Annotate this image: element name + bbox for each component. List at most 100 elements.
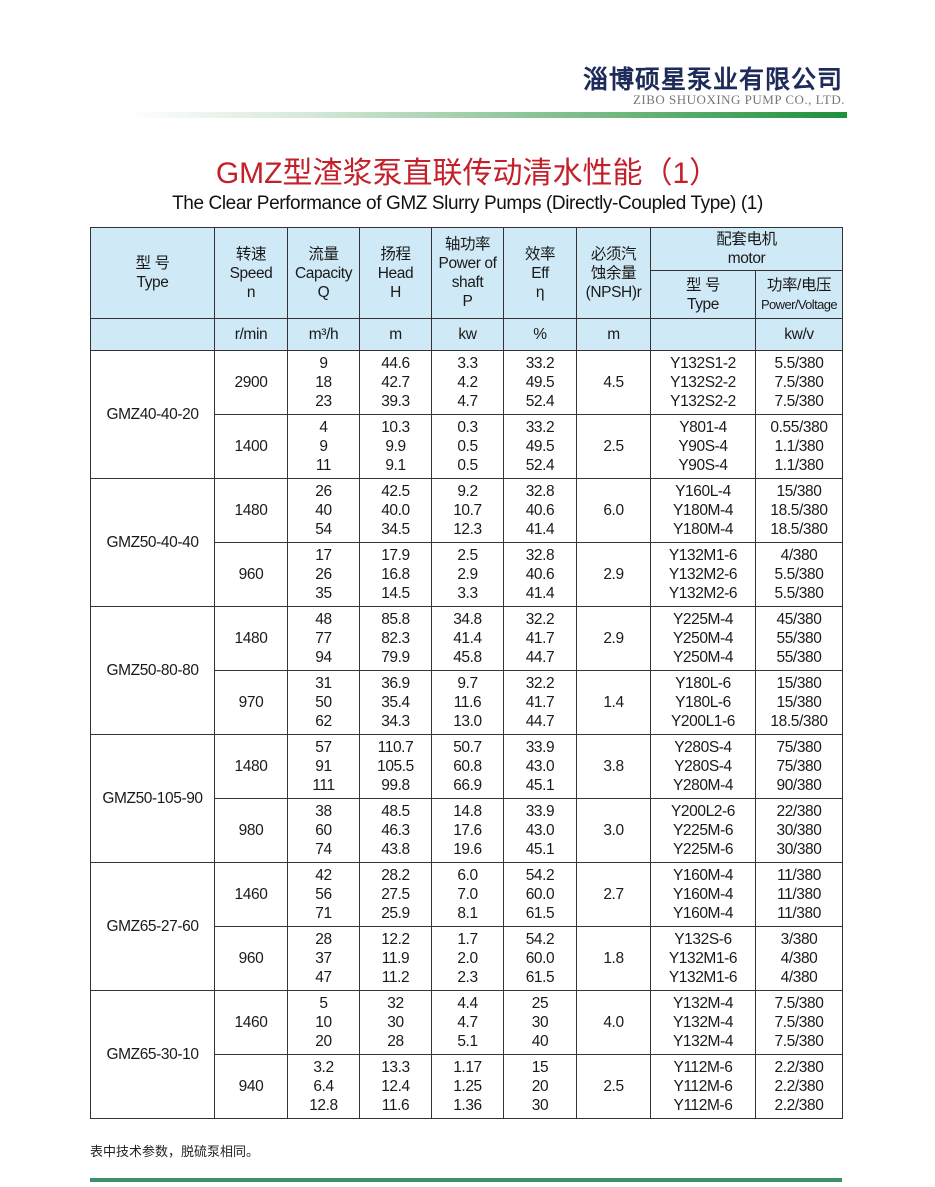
head-cell-value: 48.5 bbox=[381, 803, 410, 820]
capacity-cell: 3.2 6.4 12.8 bbox=[287, 1054, 360, 1119]
head-cell-value: 42.5 bbox=[381, 483, 410, 500]
motor-pv-cell-value: 4/380 bbox=[780, 969, 818, 986]
header-speed: 转速 Speed n bbox=[214, 227, 288, 319]
capacity-cell-value: 12.8 bbox=[309, 1097, 338, 1114]
eff-cell-value: 43.0 bbox=[525, 758, 555, 775]
power-cell-value: 3.3 bbox=[457, 355, 478, 372]
head-cell: 12.2 11.9 11.2 bbox=[359, 926, 432, 991]
power-cell-value: 10.7 bbox=[453, 502, 482, 519]
capacity-cell: 9 18 23 bbox=[287, 350, 360, 415]
page-subtitle: The Clear Performance of GMZ Slurry Pump… bbox=[172, 193, 763, 214]
eff-cell-value: 60.0 bbox=[525, 950, 555, 967]
head-cell-value: 105.5 bbox=[377, 758, 414, 775]
head-cell-value: 79.9 bbox=[381, 649, 410, 666]
power-cell-value: 34.8 bbox=[453, 611, 482, 628]
head-cell-value: 25.9 bbox=[381, 905, 410, 922]
capacity-cell-value: 4 bbox=[319, 419, 328, 436]
eff-cell-value: 33.9 bbox=[525, 803, 555, 820]
power-cell-value: 3.3 bbox=[457, 585, 478, 602]
head-cell-value: 9.1 bbox=[385, 457, 406, 474]
eff-cell-value: 45.1 bbox=[525, 841, 555, 858]
motor-type-cell-value: Y180M-4 bbox=[672, 502, 734, 519]
head-cell-value: 44.6 bbox=[381, 355, 410, 372]
motor-pv-cell-value: 90/380 bbox=[776, 777, 822, 794]
power-cell-value: 66.9 bbox=[453, 777, 482, 794]
table-row: GMZ50-105-90 1480 57 91 111 110.7 105.5 99.8 50.… bbox=[90, 734, 843, 863]
motor-type-cell: Y132S1-2 Y132S2-2 Y132S2-2 bbox=[650, 350, 756, 415]
capacity-cell: 17 26 35 bbox=[287, 542, 360, 607]
power-cell-value: 2.0 bbox=[457, 950, 478, 967]
motor-type-cell-value: Y132M1-6 bbox=[668, 969, 738, 986]
motor-pv-cell-value: 3/380 bbox=[780, 931, 818, 948]
capacity-cell: 5 10 20 bbox=[287, 990, 360, 1055]
capacity-cell-value: 18 bbox=[315, 374, 332, 391]
power-cell-value: 14.8 bbox=[453, 803, 482, 820]
motor-type-cell-value: Y200L2-6 bbox=[670, 803, 736, 820]
motor-pv-cell: 45/380 55/380 55/380 bbox=[755, 606, 843, 671]
npsh-cell-value: 4.0 bbox=[603, 1014, 624, 1031]
motor-pv-cell-value: 22/380 bbox=[776, 803, 822, 820]
power-cell-value: 1.7 bbox=[457, 931, 478, 948]
head-cell-value: 34.5 bbox=[381, 521, 410, 538]
speed-cell: 1480 bbox=[214, 734, 288, 799]
table-row: GMZ50-40-40 1480 26 40 54 42.5 40.0 34.5 9.2 10.7… bbox=[90, 478, 843, 607]
unit-capacity: m³/h bbox=[287, 318, 360, 351]
unit-type bbox=[90, 318, 215, 351]
pump-type-value: GMZ50-80-80 bbox=[106, 662, 199, 679]
power-cell-value: 4.4 bbox=[457, 995, 478, 1012]
power-cell-value: 8.1 bbox=[457, 905, 478, 922]
eff-cell: 33.2 49.5 52.4 bbox=[503, 414, 577, 479]
capacity-cell-value: 40 bbox=[315, 502, 332, 519]
npsh-cell-value: 6.0 bbox=[603, 502, 624, 519]
table-row: GMZ65-27-60 1460 42 56 71 28.2 27.5 25.9 6.0 7.0 8… bbox=[90, 862, 843, 991]
head-cell-value: 16.8 bbox=[381, 566, 410, 583]
motor-type-cell: Y200L2-6 Y225M-6 Y225M-6 bbox=[650, 798, 756, 863]
header-motor: 配套电机 motor bbox=[650, 227, 843, 271]
motor-type-cell-value: Y90S-4 bbox=[678, 457, 728, 474]
power-cell: 6.0 7.0 8.1 bbox=[431, 862, 504, 927]
eff-cell-value: 49.5 bbox=[525, 438, 555, 455]
motor-type-cell-value: Y160M-4 bbox=[672, 886, 734, 903]
header-motor-type: 型 号 Type bbox=[650, 270, 756, 319]
motor-type-cell-value: Y132M2-6 bbox=[668, 585, 738, 602]
eff-cell-value: 54.2 bbox=[525, 867, 555, 884]
power-cell: 1.7 2.0 2.3 bbox=[431, 926, 504, 991]
motor-pv-cell: 5.5/380 7.5/380 7.5/380 bbox=[755, 350, 843, 415]
eff-cell-value: 25 bbox=[531, 995, 549, 1012]
speed-cell-value: 1460 bbox=[234, 1014, 268, 1031]
npsh-cell-value: 3.8 bbox=[603, 758, 624, 775]
speed-cell-value: 960 bbox=[238, 950, 264, 967]
capacity-cell-value: 56 bbox=[315, 886, 332, 903]
power-cell: 1.17 1.25 1.36 bbox=[431, 1054, 504, 1119]
motor-pv-cell-value: 5.5/380 bbox=[774, 355, 824, 372]
eff-cell: 32.8 40.6 41.4 bbox=[503, 542, 577, 607]
power-cell: 9.7 11.6 13.0 bbox=[431, 670, 504, 735]
motor-type-cell: Y280S-4 Y280S-4 Y280M-4 bbox=[650, 734, 756, 799]
capacity-cell: 38 60 74 bbox=[287, 798, 360, 863]
eff-cell: 32.8 40.6 41.4 bbox=[503, 478, 577, 543]
eff-cell: 25 30 40 bbox=[503, 990, 577, 1055]
speed-cell: 940 bbox=[214, 1054, 288, 1119]
power-cell-value: 5.1 bbox=[457, 1033, 478, 1050]
capacity-cell-value: 17 bbox=[315, 547, 332, 564]
npsh-cell-value: 3.0 bbox=[603, 822, 624, 839]
motor-type-cell-value: Y132S2-2 bbox=[670, 393, 736, 410]
motor-type-cell-value: Y132M-4 bbox=[672, 1014, 734, 1031]
eff-cell-value: 41.7 bbox=[525, 694, 555, 711]
speed-cell-value: 1400 bbox=[234, 438, 268, 455]
eff-cell-value: 49.5 bbox=[525, 374, 555, 391]
eff-cell-value: 33.9 bbox=[525, 739, 555, 756]
eff-cell: 15 20 30 bbox=[503, 1054, 577, 1119]
motor-type-cell-value: Y132S1-2 bbox=[670, 355, 736, 372]
motor-pv-cell-value: 55/380 bbox=[776, 649, 822, 666]
motor-pv-cell-value: 15/380 bbox=[776, 483, 822, 500]
motor-pv-cell-value: 7.5/380 bbox=[774, 1014, 824, 1031]
power-cell: 3.3 4.2 4.7 bbox=[431, 350, 504, 415]
eff-cell: 32.2 41.7 44.7 bbox=[503, 606, 577, 671]
capacity-cell-value: 9 bbox=[319, 355, 328, 372]
eff-cell: 33.9 43.0 45.1 bbox=[503, 798, 577, 863]
motor-pv-cell: 7.5/380 7.5/380 7.5/380 bbox=[755, 990, 843, 1055]
pump-type-value: GMZ65-27-60 bbox=[106, 918, 199, 935]
npsh-cell-value: 2.9 bbox=[603, 566, 624, 583]
motor-pv-cell: 4/380 5.5/380 5.5/380 bbox=[755, 542, 843, 607]
